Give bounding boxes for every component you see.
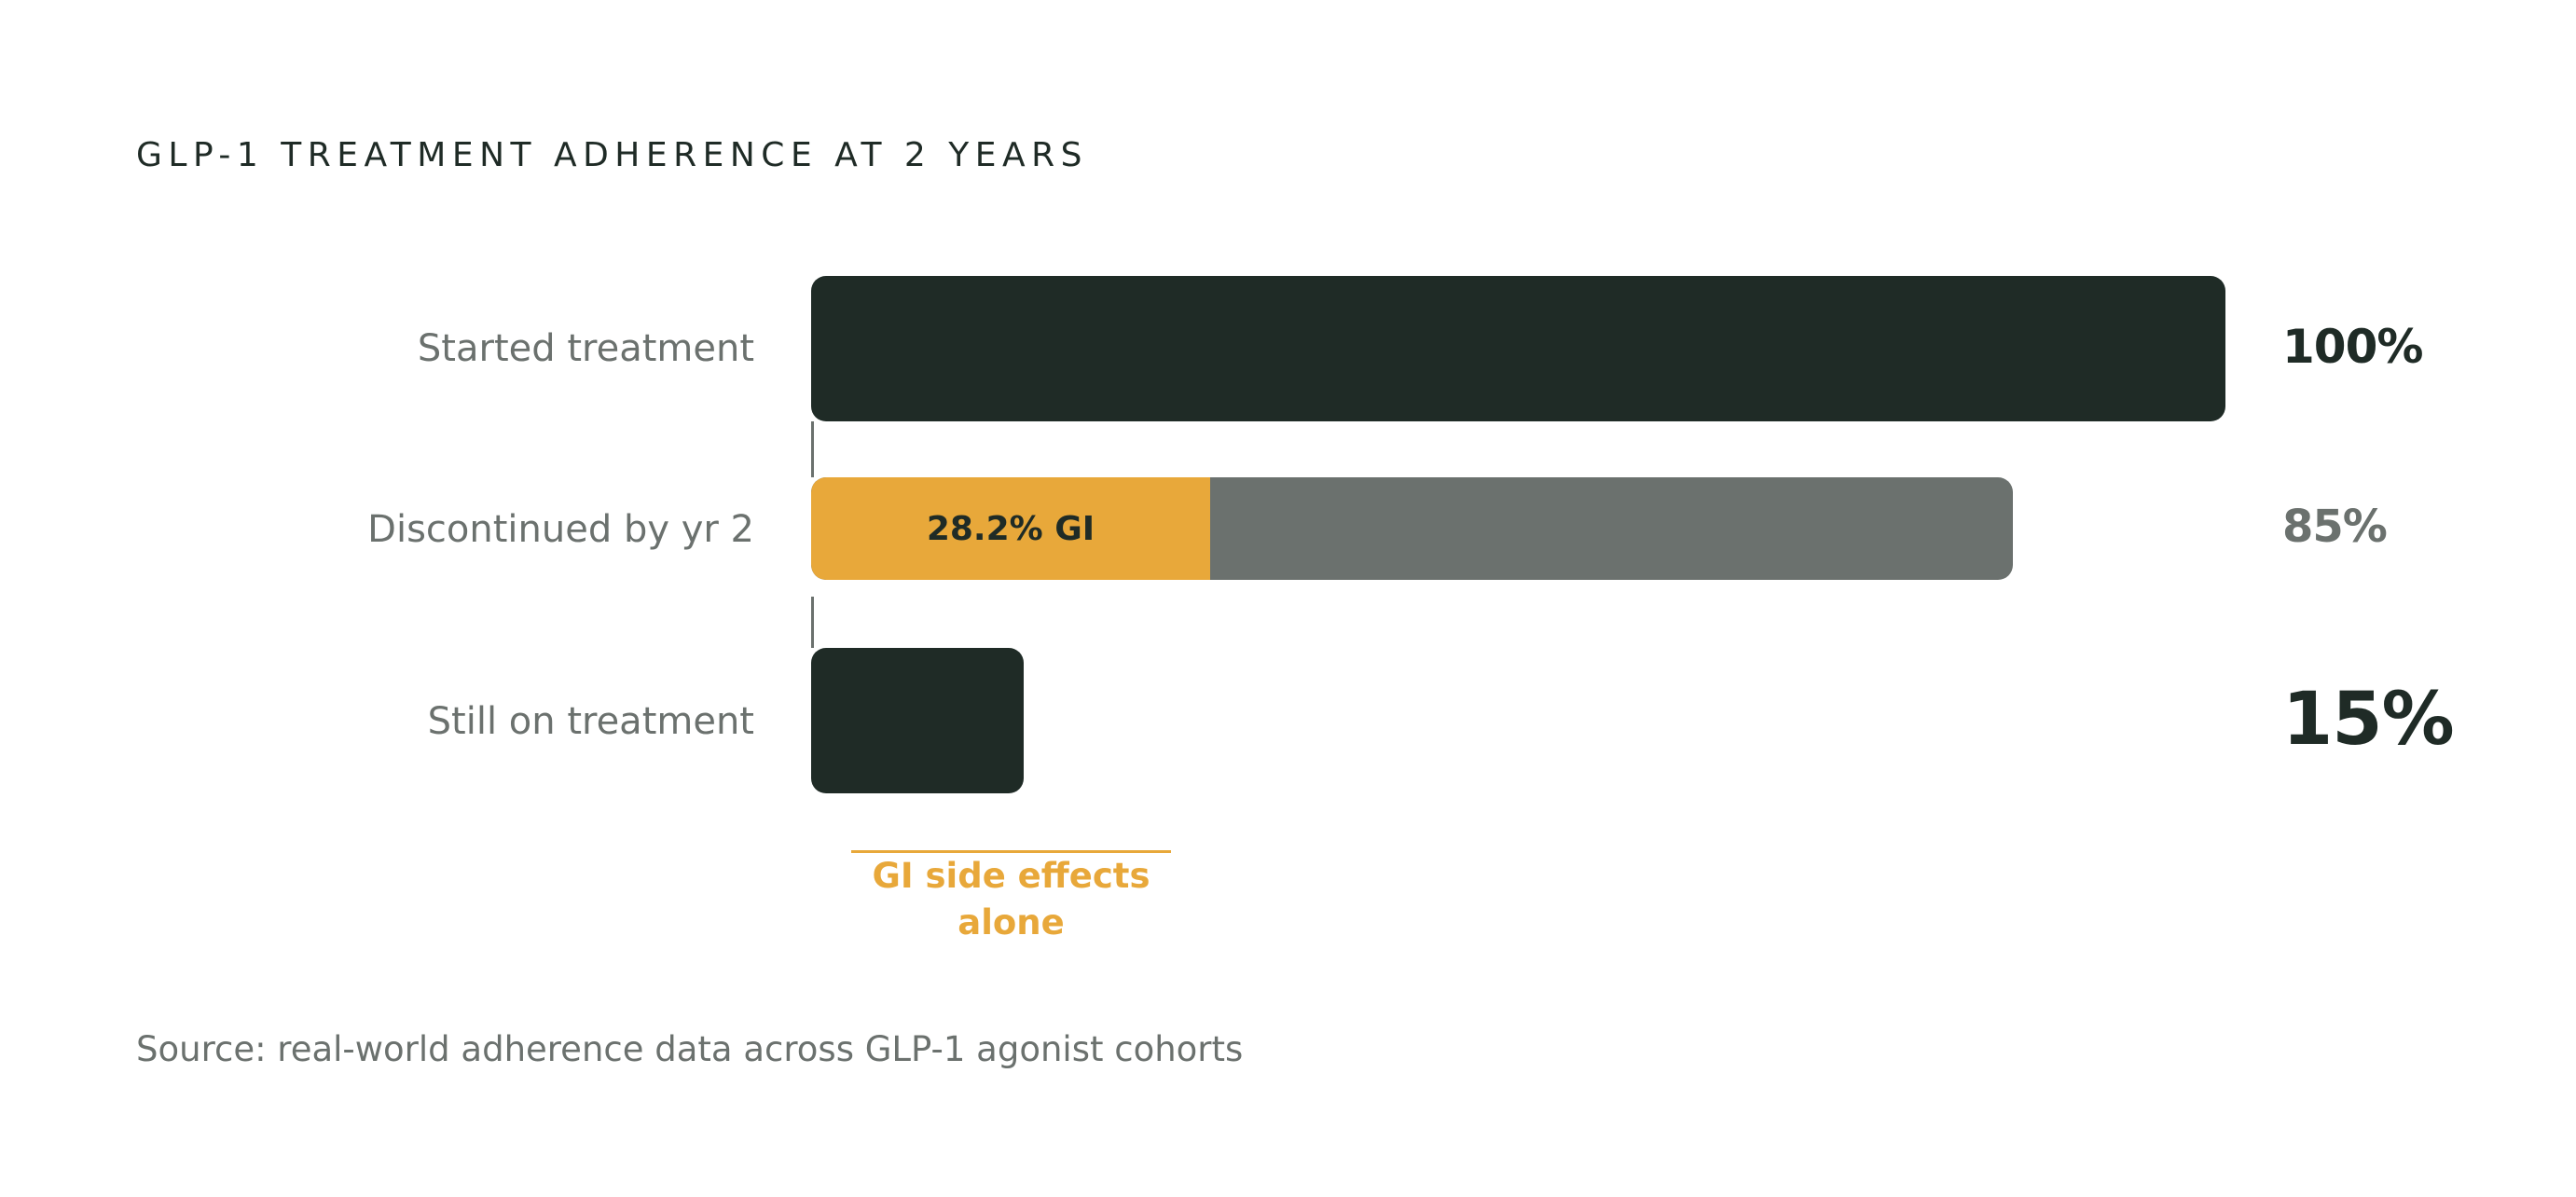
bar-segment-gi-label: 28.2% GI — [926, 509, 1095, 548]
bar-discontinued: 28.2% GI — [811, 477, 2013, 580]
value-label-85: 85% — [2282, 501, 2388, 553]
category-label-discontinued: Discontinued by yr 2 — [367, 508, 754, 551]
bar-segment-gi: 28.2% GI — [811, 477, 1210, 580]
connector-line-1 — [811, 421, 814, 477]
value-label-100: 100% — [2282, 320, 2423, 374]
annotation-underline — [851, 850, 1171, 853]
bar-started-treatment — [811, 276, 2225, 421]
source-note: Source: real-world adherence data across… — [136, 1029, 1244, 1069]
value-label-15: 15% — [2282, 678, 2455, 762]
category-label-started: Started treatment — [417, 327, 754, 370]
annotation-gi-side-effects: GI side effects alone — [872, 856, 1150, 942]
bar-still-on-treatment — [811, 648, 1024, 793]
chart-title: GLP-1 TREATMENT ADHERENCE AT 2 YEARS — [136, 136, 1088, 174]
connector-line-2 — [811, 597, 814, 648]
category-label-still-on: Still on treatment — [427, 700, 754, 743]
